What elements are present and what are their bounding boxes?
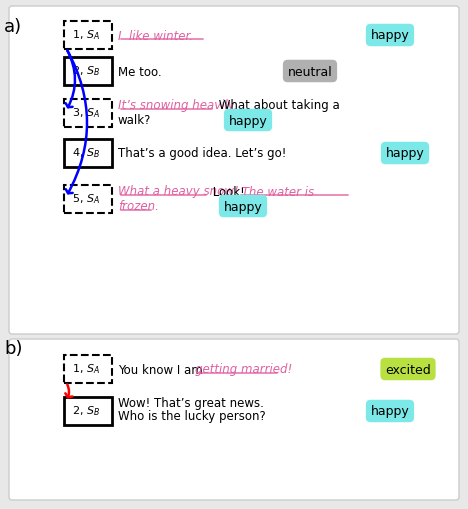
Text: 3, $S_{A}$: 3, $S_{A}$ — [72, 106, 100, 120]
Text: I  like winter.: I like winter. — [118, 30, 193, 42]
Text: frozen.: frozen. — [118, 200, 159, 213]
Text: The water is: The water is — [238, 185, 314, 198]
FancyBboxPatch shape — [64, 140, 112, 167]
Text: It’s snowing heavily.: It’s snowing heavily. — [118, 99, 238, 112]
Text: What about taking a: What about taking a — [215, 99, 340, 112]
Text: happy: happy — [229, 115, 267, 127]
Text: 2, $S_{B}$: 2, $S_{B}$ — [72, 64, 100, 78]
Text: 1, $S_{A}$: 1, $S_{A}$ — [72, 361, 100, 375]
Text: getting married!: getting married! — [195, 363, 292, 376]
FancyBboxPatch shape — [64, 397, 112, 425]
Text: neutral: neutral — [288, 65, 332, 78]
Text: excited: excited — [385, 363, 431, 376]
Text: Me too.: Me too. — [118, 65, 161, 78]
Text: happy: happy — [371, 30, 410, 42]
Text: happy: happy — [371, 405, 410, 418]
Text: 5, $S_{A}$: 5, $S_{A}$ — [72, 192, 100, 206]
FancyBboxPatch shape — [9, 340, 459, 500]
Text: You know I am: You know I am — [118, 363, 206, 376]
Text: a): a) — [4, 18, 22, 36]
Text: walk?: walk? — [118, 115, 151, 127]
FancyBboxPatch shape — [64, 22, 112, 50]
Text: Look!: Look! — [209, 185, 245, 198]
Text: 4, $S_{B}$: 4, $S_{B}$ — [72, 146, 100, 160]
Text: What a heavy snow!: What a heavy snow! — [118, 185, 239, 198]
Text: happy: happy — [386, 147, 424, 160]
FancyBboxPatch shape — [64, 186, 112, 214]
Text: b): b) — [4, 340, 22, 357]
FancyBboxPatch shape — [64, 355, 112, 383]
Text: 1, $S_{A}$: 1, $S_{A}$ — [72, 28, 100, 42]
Text: That’s a good idea. Let’s go!: That’s a good idea. Let’s go! — [118, 147, 286, 160]
FancyBboxPatch shape — [9, 7, 459, 334]
FancyBboxPatch shape — [64, 58, 112, 86]
Text: Wow! That’s great news.: Wow! That’s great news. — [118, 397, 264, 410]
FancyBboxPatch shape — [64, 100, 112, 128]
Text: Who is the lucky person?: Who is the lucky person? — [118, 410, 266, 422]
Text: 2, $S_{B}$: 2, $S_{B}$ — [72, 403, 100, 417]
Text: happy: happy — [224, 200, 263, 213]
